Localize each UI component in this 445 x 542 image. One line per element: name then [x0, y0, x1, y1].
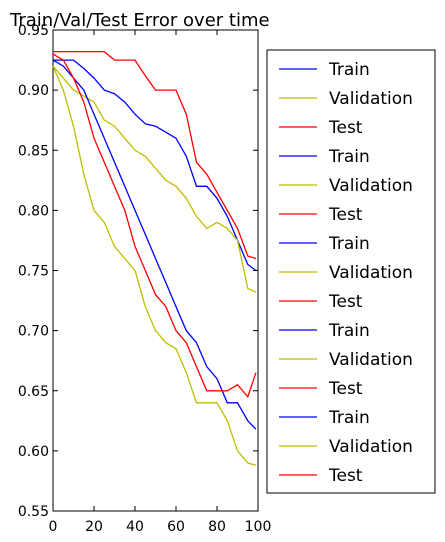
y-tick-label-8: 0.95 — [18, 23, 49, 39]
x-tick-label-3: 60 — [167, 519, 185, 535]
legend: Train Validation Test Train Validation Test Tr… — [266, 49, 436, 494]
legend-label-3: Train — [328, 147, 370, 167]
legend-label-2: Test — [328, 118, 363, 138]
legend-label-0: Train — [328, 60, 370, 80]
series-line-train-0 — [53, 59, 257, 272]
y-tick-label-0: 0.55 — [18, 504, 49, 520]
y-tick-label-2: 0.65 — [18, 384, 49, 400]
series-line-test-2 — [53, 50, 257, 260]
legend-label-8: Test — [328, 292, 363, 312]
legend-label-9: Train — [328, 321, 370, 341]
y-tick-label-7: 0.90 — [18, 83, 49, 99]
legend-label-10: Validation — [329, 350, 413, 370]
x-tick-label-1: 20 — [85, 519, 103, 535]
legend-label-4: Validation — [329, 176, 413, 196]
series-line-validation-4 — [52, 65, 257, 466]
legend-label-7: Validation — [329, 263, 413, 283]
legend-label-12: Train — [328, 408, 370, 428]
x-tick-label-5: 100 — [245, 519, 272, 535]
ticks-layer: 0 20 40 60 80 100 0.55 0.60 0.65 0.70 0.75 0.80 0.85… — [18, 23, 272, 535]
y-tick-label-6: 0.85 — [18, 143, 49, 159]
x-tick-label-0: 0 — [49, 519, 58, 535]
series-layer — [52, 50, 257, 466]
x-tick-label-2: 40 — [126, 519, 144, 535]
y-tick-label-1: 0.60 — [18, 444, 49, 460]
x-tick-label-4: 80 — [208, 519, 226, 535]
legend-label-13: Validation — [329, 437, 413, 457]
y-tick-label-4: 0.75 — [18, 264, 49, 280]
y-tick-label-3: 0.70 — [18, 324, 49, 340]
legend-label-1: Validation — [329, 89, 413, 109]
legend-label-5: Test — [328, 205, 363, 225]
y-tick-label-5: 0.80 — [18, 203, 49, 219]
legend-label-11: Test — [328, 379, 363, 399]
chart-title: Train/Val/Test Error over time — [9, 10, 270, 31]
series-line-train-3 — [52, 59, 257, 430]
legend-label-14: Test — [328, 466, 363, 486]
series-line-test-5 — [52, 53, 257, 399]
legend-label-6: Train — [328, 234, 370, 254]
